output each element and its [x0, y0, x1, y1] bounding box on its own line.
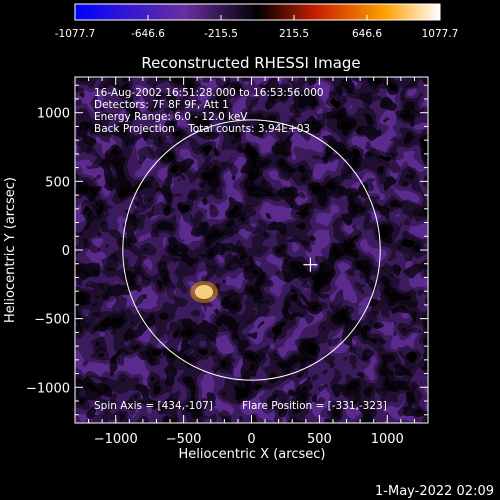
chart-title: Reconstructed RHESSI Image — [141, 54, 360, 72]
y-tick-label: −1000 — [26, 381, 70, 396]
x-tick-label: −500 — [166, 432, 202, 447]
info-line-method: Back Projection Total counts: 3.94E+03 — [94, 123, 310, 135]
x-axis-label: Heliocentric X (arcsec) — [179, 447, 326, 462]
colorbar — [74, 3, 441, 21]
y-tick-label: 0 — [62, 244, 70, 259]
info-line-detectors: Detectors: 7F 8F 9F, Att 1 — [94, 99, 229, 111]
colorbar-tick-label: 1077.7 — [422, 28, 459, 40]
solar-disk-limb — [122, 119, 381, 381]
colorbar-tick-label: -1077.7 — [55, 28, 96, 40]
heatmap-image — [75, 77, 428, 423]
x-tick-label: 0 — [247, 432, 255, 447]
x-tick-label: −1000 — [94, 432, 138, 447]
x-axis-ticks: −1000 −500 0 500 1000 — [88, 77, 415, 447]
y-axis-ticks: −1000 −500 0 500 1000 — [26, 84, 428, 416]
x-tick-label: 1000 — [371, 432, 404, 447]
flare-position-label: Flare Position = [-331,-323] — [242, 400, 387, 412]
info-line-time: 16-Aug-2002 16:51:28.000 to 16:53:56.000 — [94, 87, 324, 99]
y-tick-label: 1000 — [37, 107, 70, 122]
colorbar-tick-label: 646.6 — [352, 28, 382, 40]
spin-axis-label: Spin Axis = [434,-107] — [94, 400, 213, 412]
overlay — [122, 119, 381, 381]
colorbar-tick-label: 215.5 — [279, 28, 309, 40]
footer-timestamp: 1-May-2022 02:09 — [375, 484, 494, 499]
info-block: 16-Aug-2002 16:51:28.000 to 16:53:56.000… — [94, 87, 324, 135]
info-line-energy: Energy Range: 6.0 - 12.0 keV — [94, 111, 248, 123]
y-tick-label: −500 — [34, 313, 70, 328]
y-axis-label: Heliocentric Y (arcsec) — [3, 177, 18, 323]
x-tick-label: 500 — [307, 432, 332, 447]
colorbar-tick-label: -215.5 — [204, 28, 238, 40]
colorbar-ticks: -1077.7 -646.6 -215.5 215.5 646.6 1077.7 — [55, 15, 459, 40]
y-tick-label: 500 — [45, 175, 70, 190]
colorbar-tick-label: -646.6 — [131, 28, 165, 40]
